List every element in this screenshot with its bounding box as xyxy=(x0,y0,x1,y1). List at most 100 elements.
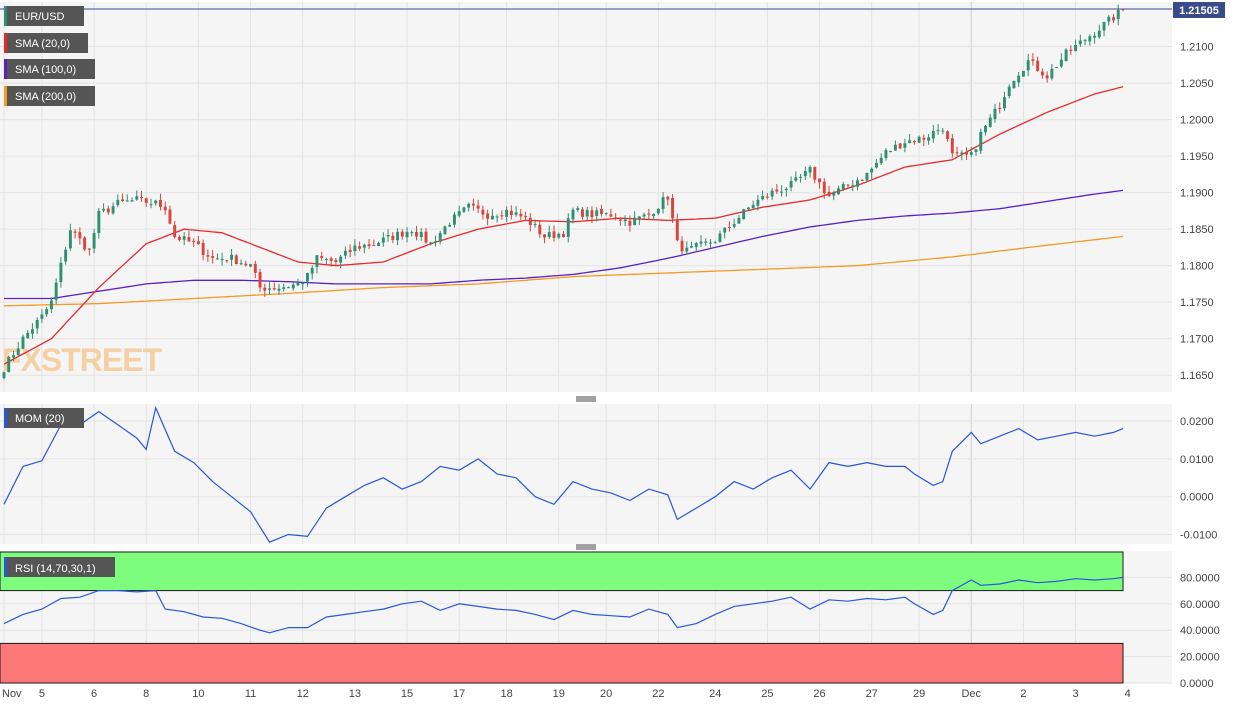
legend-momentum[interactable]: MOM (20) xyxy=(4,408,84,428)
candle-body xyxy=(211,256,215,258)
candle xyxy=(656,208,660,216)
candle xyxy=(618,218,622,226)
candle-body xyxy=(609,214,613,217)
candle xyxy=(950,134,954,158)
candle xyxy=(775,183,779,195)
candle xyxy=(979,128,983,154)
axis-labels: 1.2100 1.2050 1.2000 1.1950 1.1900 1.1850 1.18… xyxy=(2,42,1220,700)
candle-body xyxy=(73,231,77,233)
candle-body xyxy=(159,199,162,207)
legend-rsi[interactable]: RSI (14,70,30,1) xyxy=(4,557,115,577)
candle xyxy=(377,241,381,247)
candle xyxy=(984,124,987,136)
momentum-axis-bg xyxy=(1172,404,1244,544)
candle-body xyxy=(860,179,864,181)
candle xyxy=(329,256,333,267)
candle-body xyxy=(822,181,826,194)
candle-body xyxy=(1097,30,1101,38)
candle xyxy=(533,219,537,228)
candle xyxy=(609,208,613,218)
candle-body xyxy=(524,216,528,218)
candle-body xyxy=(675,219,679,241)
candle xyxy=(7,355,11,373)
candle-body xyxy=(234,255,238,265)
candle xyxy=(30,323,34,339)
candle xyxy=(400,229,404,240)
candle-body xyxy=(732,224,736,227)
candle-body xyxy=(239,263,243,265)
candle-body xyxy=(827,191,831,197)
candle-body xyxy=(1055,67,1059,69)
candle-body xyxy=(884,150,888,159)
candle xyxy=(1045,71,1049,83)
candle xyxy=(571,207,575,224)
candle xyxy=(713,240,717,244)
candle xyxy=(215,253,219,260)
candle-body xyxy=(97,210,101,233)
candle-body xyxy=(111,206,115,214)
candle xyxy=(244,260,248,267)
candle-body xyxy=(879,157,883,164)
candle-body xyxy=(931,130,935,139)
candle-body xyxy=(324,258,328,260)
candle-body xyxy=(1040,71,1044,76)
candle-body xyxy=(837,188,840,195)
candle xyxy=(1017,71,1021,87)
candle xyxy=(130,197,134,202)
candle xyxy=(685,241,689,255)
candle xyxy=(1107,15,1111,26)
candle-body xyxy=(647,213,651,215)
candle xyxy=(358,241,362,251)
legend-sma100[interactable]: SMA (100,0) xyxy=(4,59,95,79)
candle xyxy=(381,232,385,247)
candle xyxy=(211,250,215,264)
candle-body xyxy=(538,224,542,235)
candle xyxy=(647,208,651,220)
date-tick-label: 26 xyxy=(813,688,825,700)
candle xyxy=(988,114,992,128)
candle-body xyxy=(424,231,428,243)
candle-body xyxy=(917,136,921,143)
candle-body xyxy=(168,209,172,224)
candle xyxy=(832,190,836,201)
candle-body xyxy=(893,144,897,151)
date-tick-label: 18 xyxy=(500,688,512,700)
candle-body xyxy=(723,227,727,233)
candle-body xyxy=(405,231,409,238)
candle xyxy=(538,220,542,238)
panel-resize-handle-2[interactable] xyxy=(576,544,596,550)
candle-body xyxy=(566,218,570,237)
candle-body xyxy=(780,191,784,193)
legend-symbol[interactable]: EUR/USD xyxy=(4,6,84,26)
candle-body xyxy=(144,198,148,203)
candle-body xyxy=(505,209,509,217)
legend-sma20[interactable]: SMA (20,0) xyxy=(4,33,88,53)
candle-body xyxy=(998,107,1002,110)
price-tick-label: 1.1750 xyxy=(1180,297,1214,309)
candle xyxy=(614,212,618,221)
candle-body xyxy=(177,236,181,241)
candle xyxy=(893,140,897,151)
candle-body xyxy=(1078,40,1082,45)
candle xyxy=(889,150,893,153)
candle xyxy=(49,297,53,313)
candle-body xyxy=(1074,45,1078,52)
price-tick-label: 1.1900 xyxy=(1180,188,1214,200)
candle-body xyxy=(116,199,120,206)
candle xyxy=(865,172,869,183)
candle xyxy=(106,205,110,215)
candle xyxy=(637,216,641,226)
candle-body xyxy=(727,226,731,228)
candle xyxy=(993,103,997,123)
candle-body xyxy=(1102,21,1106,31)
date-tick-label: 11 xyxy=(245,688,256,700)
candle-body xyxy=(680,240,684,252)
candle xyxy=(415,225,418,241)
candle-body xyxy=(547,232,551,238)
date-tick-label: 19 xyxy=(553,688,565,700)
legend-sma200[interactable]: SMA (200,0) xyxy=(4,86,95,106)
candle-body xyxy=(671,198,675,219)
panel-resize-handle-1[interactable] xyxy=(576,396,596,402)
candle-body xyxy=(557,233,561,238)
candle-body xyxy=(581,209,584,217)
